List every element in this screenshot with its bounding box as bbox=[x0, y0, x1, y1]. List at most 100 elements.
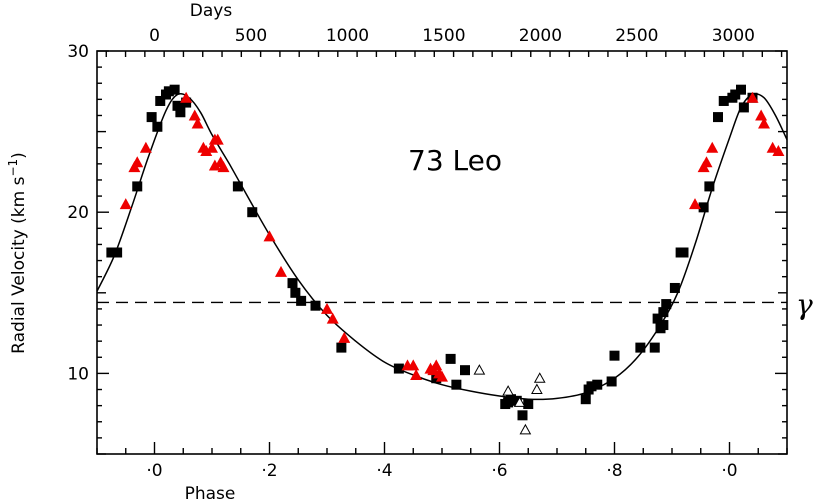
data-point-triangle bbox=[410, 369, 423, 381]
data-point-square bbox=[606, 376, 617, 387]
top-tick-label: 1500 bbox=[422, 26, 465, 46]
data-point-square bbox=[661, 299, 672, 310]
data-point-square bbox=[736, 84, 746, 95]
chart-title: 73 Leo bbox=[408, 144, 502, 177]
data-point-square bbox=[523, 399, 534, 410]
data-point-triangle bbox=[766, 141, 779, 153]
data-point-square bbox=[155, 95, 166, 106]
data-point-square bbox=[652, 313, 663, 324]
top-tick-label: 3000 bbox=[712, 26, 755, 46]
x-tick-label: ·0 bbox=[146, 461, 162, 481]
data-point-square bbox=[738, 102, 749, 113]
data-point-square bbox=[336, 342, 347, 353]
fit-curve bbox=[96, 92, 788, 401]
data-point-triangle bbox=[206, 141, 218, 153]
data-point-square bbox=[517, 410, 528, 421]
data-point-triangle bbox=[180, 91, 193, 103]
x-tick-label: ·4 bbox=[376, 461, 392, 481]
data-point-square bbox=[506, 394, 516, 405]
data-point-square bbox=[698, 202, 709, 213]
data-point-square bbox=[106, 247, 117, 258]
data-point-square bbox=[112, 247, 123, 258]
data-point-square bbox=[451, 379, 462, 390]
data-point-triangle bbox=[772, 144, 785, 156]
data-point-square bbox=[310, 300, 321, 311]
data-point-square bbox=[669, 282, 680, 293]
data-point-open-triangle bbox=[519, 423, 532, 435]
data-point-square bbox=[609, 350, 620, 361]
data-point-square bbox=[232, 181, 243, 192]
top-tick-label: 2500 bbox=[615, 26, 658, 46]
data-point-triangle bbox=[700, 156, 713, 168]
data-point-triangle bbox=[338, 331, 351, 343]
data-point-square bbox=[460, 365, 470, 376]
data-point-triangle bbox=[200, 144, 213, 156]
gamma-label: γ bbox=[796, 288, 813, 321]
data-point-square bbox=[132, 181, 143, 192]
y-axis-label: Radial Velocity (km s−1) bbox=[6, 152, 29, 354]
data-point-open-triangle bbox=[513, 396, 526, 407]
data-point-square bbox=[172, 100, 183, 111]
data-points bbox=[106, 84, 785, 435]
data-point-triangle bbox=[139, 141, 152, 153]
data-point-triangle bbox=[430, 359, 443, 371]
data-point-square bbox=[678, 247, 689, 258]
axes-group: ·0 ·2 ·4 ·6 ·8 ·0 10 20 30 0 500 1000 1500 2000 2500 30… bbox=[67, 26, 788, 481]
data-point-triangle bbox=[755, 109, 768, 121]
data-point-square bbox=[296, 295, 307, 306]
data-point-square bbox=[658, 320, 669, 331]
data-point-square bbox=[586, 381, 597, 392]
x-tick-label: ·6 bbox=[491, 461, 507, 481]
data-point-triangle bbox=[436, 370, 448, 382]
data-point-square bbox=[718, 95, 729, 106]
data-point-open-triangle bbox=[531, 383, 543, 395]
data-point-triangle bbox=[119, 198, 132, 210]
data-point-square bbox=[146, 112, 157, 123]
data-point-open-triangle bbox=[502, 385, 514, 396]
data-point-triangle bbox=[208, 159, 221, 171]
data-point-open-triangle bbox=[533, 372, 546, 383]
data-point-triangle bbox=[321, 302, 333, 314]
data-point-triangle bbox=[191, 117, 204, 129]
top-tick-label: 0 bbox=[149, 26, 160, 46]
y-axis-label-main: Radial Velocity (km s bbox=[9, 176, 29, 353]
data-point-triangle bbox=[217, 161, 230, 173]
x-axis-label: Phase bbox=[185, 484, 236, 503]
data-point-square bbox=[580, 394, 591, 405]
data-point-square bbox=[635, 342, 646, 353]
data-point-triangle bbox=[758, 117, 770, 129]
y-axis-label-close: ) bbox=[9, 152, 29, 159]
data-point-square bbox=[704, 181, 715, 192]
top-axis-label: Days bbox=[190, 1, 233, 21]
top-tick-label: 500 bbox=[235, 26, 267, 46]
data-point-square bbox=[649, 342, 660, 353]
data-point-square bbox=[290, 287, 301, 298]
plot-frame bbox=[96, 50, 788, 455]
data-point-triangle bbox=[689, 198, 701, 210]
data-point-triangle bbox=[188, 109, 201, 121]
data-point-square bbox=[163, 86, 174, 97]
data-point-triangle bbox=[746, 91, 759, 103]
data-point-triangle bbox=[706, 141, 719, 153]
data-point-square bbox=[247, 207, 258, 218]
data-point-square bbox=[169, 84, 180, 95]
data-point-square bbox=[713, 112, 723, 123]
x-tick-label: ·0 bbox=[721, 461, 737, 481]
x-tick-label: ·2 bbox=[261, 461, 277, 481]
y-tick-label: 30 bbox=[67, 42, 89, 62]
data-point-square bbox=[445, 353, 456, 364]
data-point-square bbox=[592, 379, 603, 390]
data-point-square bbox=[658, 307, 669, 318]
data-point-square bbox=[152, 121, 163, 132]
data-point-triangle bbox=[263, 230, 276, 242]
data-point-square bbox=[393, 363, 404, 374]
y-axis-label-exponent: −1 bbox=[6, 159, 20, 177]
data-point-triangle bbox=[407, 359, 420, 371]
data-point-square bbox=[287, 278, 298, 289]
data-point-square bbox=[175, 107, 186, 118]
top-tick-label: 2000 bbox=[519, 26, 562, 46]
data-point-square bbox=[511, 395, 522, 406]
data-point-open-triangle bbox=[473, 364, 486, 375]
y-tick-label: 20 bbox=[67, 203, 89, 223]
